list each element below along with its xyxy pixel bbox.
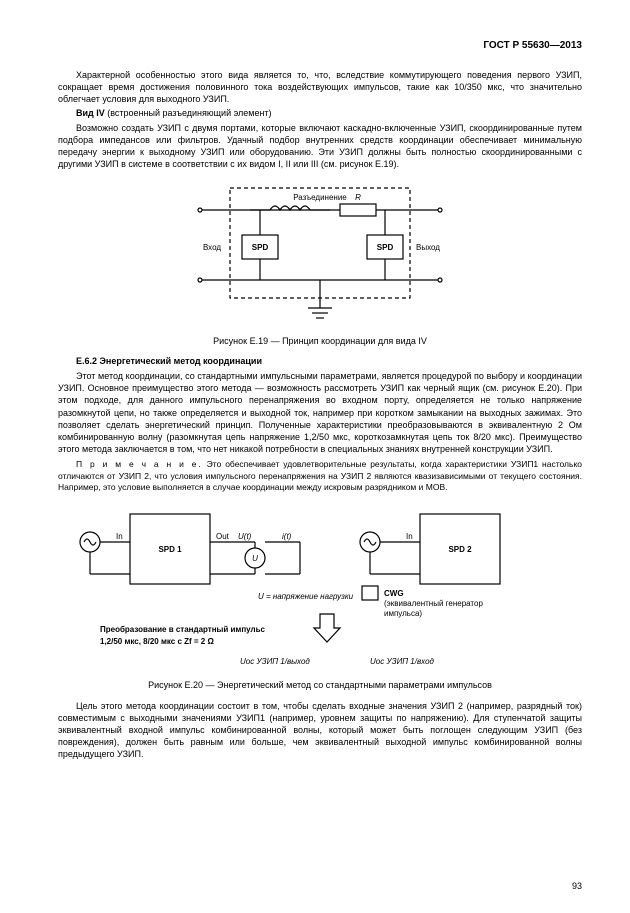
para-2: Вид IV (встроенный разъединяющий элемент… xyxy=(58,107,582,119)
section-e62-title: Е.6.2 Энергетический метод координации xyxy=(58,356,582,366)
para-3: Возможно создать УЗИП с двумя портами, к… xyxy=(58,122,582,171)
svg-text:(эквивалентный генератор: (эквивалентный генератор xyxy=(384,599,483,608)
svg-text:импульса): импульса) xyxy=(384,609,422,618)
svg-text:In: In xyxy=(116,532,123,541)
svg-text:In: In xyxy=(406,532,413,541)
caption-e19: Рисунок Е.19 — Принцип координации для в… xyxy=(58,336,582,346)
svg-text:R: R xyxy=(355,193,361,202)
svg-text:Выход: Выход xyxy=(416,243,440,252)
svg-text:SPD 2: SPD 2 xyxy=(448,545,472,554)
svg-text:Out: Out xyxy=(216,532,230,541)
svg-text:SPD: SPD xyxy=(377,243,394,252)
para-5: Цель этого метода координации состоит в … xyxy=(58,700,582,761)
svg-text:Uoc УЗИП 1/выход: Uoc УЗИП 1/выход xyxy=(240,657,310,666)
page-number: 93 xyxy=(572,881,582,891)
para-4: Этот метод координации, со стандартными … xyxy=(58,370,582,455)
note-1: П р и м е ч а н и е. Это обеспечивает уд… xyxy=(58,459,582,493)
vid-iv-text: (встроенный разъединяющий элемент) xyxy=(105,108,272,118)
svg-text:Вход: Вход xyxy=(203,243,221,252)
svg-text:U: U xyxy=(252,554,258,563)
vid-iv-label: Вид IV xyxy=(76,108,105,118)
svg-text:SPD: SPD xyxy=(252,243,269,252)
svg-text:Преобразование в стандартный и: Преобразование в стандартный импульс xyxy=(100,625,266,634)
svg-text:SPD 1: SPD 1 xyxy=(158,545,182,554)
svg-text:U = напряжение нагрузки: U = напряжение нагрузки xyxy=(258,592,354,601)
svg-text:Разъединение: Разъединение xyxy=(293,193,347,202)
svg-text:U(t): U(t) xyxy=(238,532,252,541)
svg-text:1,2/50 мкс, 8/20 мкс с Zf = 2: 1,2/50 мкс, 8/20 мкс с Zf = 2 Ω xyxy=(100,637,214,646)
caption-e20: Рисунок Е.20 — Энергетический метод со с… xyxy=(58,680,582,690)
para-1: Характерной особенностью этого вида явля… xyxy=(58,69,582,105)
note-label: П р и м е ч а н и е. xyxy=(76,459,203,469)
doc-header: ГОСТ Р 55630—2013 xyxy=(58,40,582,51)
svg-text:Uoc УЗИП 1/вход: Uoc УЗИП 1/вход xyxy=(370,657,435,666)
svg-text:CWG: CWG xyxy=(384,589,404,598)
figure-e20: In SPD 1 Out U(t) U i(t) In SPD 2 U = на… xyxy=(58,504,582,674)
figure-e19: Разъединение R Вход Выход SPD SPD xyxy=(58,180,582,330)
svg-text:i(t): i(t) xyxy=(282,532,292,541)
